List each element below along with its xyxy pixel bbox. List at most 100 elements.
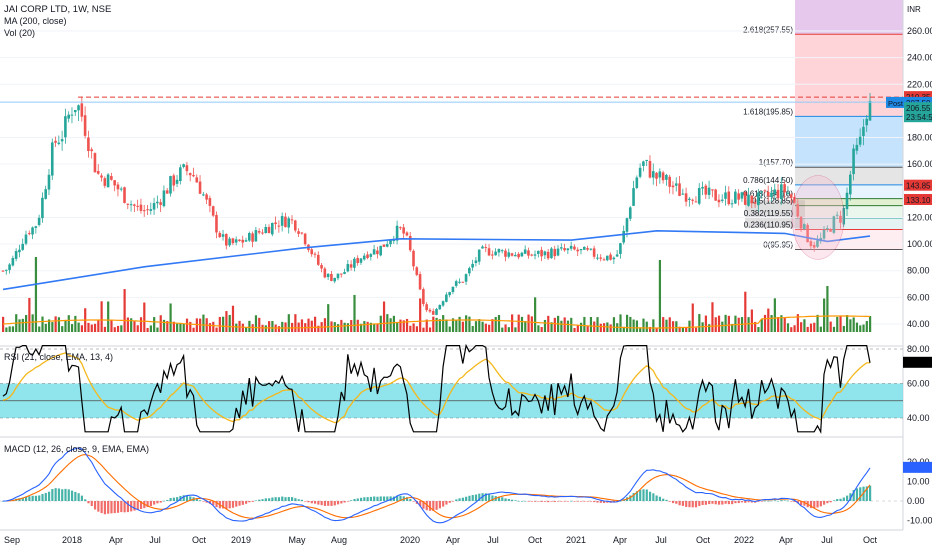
macd-histogram-bar [182, 495, 185, 501]
macd-histogram-bar [205, 501, 208, 503]
candle-body [770, 192, 773, 198]
volume-bar [123, 289, 126, 332]
volume-bar [412, 323, 415, 332]
candle-body [468, 268, 471, 274]
volume-bar [566, 320, 570, 332]
macd-histogram-bar [734, 501, 737, 504]
volume-bar [34, 257, 38, 332]
macd-histogram-bar [228, 501, 231, 509]
volume-bar [222, 316, 225, 332]
candle-body [832, 216, 836, 233]
macd-signal-line [3, 454, 871, 519]
volume-bar [583, 316, 586, 332]
macd-histogram-bar [110, 501, 113, 514]
candle-body [586, 248, 589, 250]
macd-histogram-bar [550, 501, 553, 502]
macd-histogram-bar [645, 489, 648, 501]
macd-histogram-bar [803, 501, 806, 506]
volume-bar [215, 327, 218, 332]
macd-histogram-bar [166, 499, 169, 501]
candle-body [612, 257, 616, 260]
candle-body [454, 281, 458, 286]
volume-bar [471, 325, 474, 332]
volume-bar [497, 315, 501, 332]
volume-bar [241, 323, 244, 332]
volume-bar [576, 325, 579, 332]
volume-bar [24, 315, 28, 332]
volume-bar [415, 326, 418, 332]
macd-histogram-bar [708, 501, 711, 505]
candle-body [185, 165, 189, 172]
volume-bar [780, 315, 783, 332]
volume-bar [310, 320, 313, 332]
candle-body [156, 201, 159, 204]
candle-body [37, 217, 41, 226]
macd-histogram-bar [721, 501, 724, 505]
fib-zone [795, 0, 903, 35]
candle-body [330, 273, 333, 281]
volume-bar [711, 302, 714, 332]
macd-histogram-bar [786, 500, 790, 502]
macd-histogram-bar [24, 496, 28, 501]
volume-bar [235, 323, 238, 332]
candle-body [839, 215, 842, 223]
candle-body [44, 189, 47, 199]
volume-bar [573, 327, 576, 332]
macd-histogram-bar [839, 498, 842, 501]
candle-body [64, 116, 67, 138]
volume-bar [212, 321, 215, 332]
volume-bar [64, 319, 67, 332]
volume-bar [41, 316, 44, 332]
macd-histogram-bar [435, 501, 438, 510]
macd-histogram-bar [846, 495, 849, 501]
macd-histogram-bar [258, 499, 261, 501]
volume-bar [645, 321, 648, 332]
volume-bar [786, 323, 790, 332]
candle-body [287, 218, 291, 228]
candle-body [431, 311, 435, 315]
macd-histogram-bar [809, 501, 813, 509]
fib-zone [795, 116, 903, 168]
macd-histogram-bar [123, 501, 126, 513]
candle-body [628, 207, 632, 219]
macd-histogram-bar [744, 501, 747, 503]
candle-body [149, 209, 153, 211]
candle-body [385, 244, 389, 247]
candle-body [362, 255, 366, 260]
macd-histogram-bar [281, 496, 284, 501]
macd-histogram-bar [396, 495, 399, 501]
candle-body [668, 176, 671, 187]
candle-body [717, 199, 721, 203]
candle-body [523, 249, 527, 254]
macd-histogram-bar [264, 498, 267, 501]
candle-body [688, 198, 691, 200]
volume-bar [547, 315, 550, 332]
volume-bar [648, 326, 652, 332]
macd-histogram-bar [543, 501, 547, 502]
candle-body [635, 177, 639, 188]
volume-bar [80, 325, 84, 332]
macd-histogram-bar [300, 499, 304, 501]
candle-body [674, 183, 678, 186]
volume-bar [865, 320, 868, 332]
volume-bar [773, 298, 776, 332]
post-label: Post [888, 99, 904, 108]
candle-body [225, 233, 228, 246]
volume-bar [747, 317, 750, 332]
macd-histogram-bar [382, 496, 386, 501]
macd-histogram-bar [652, 493, 655, 501]
macd-histogram-bar [750, 501, 753, 503]
macd-histogram-bar [57, 488, 61, 501]
candle-body [474, 260, 478, 263]
macd-histogram-bar [74, 491, 77, 501]
candle-body [665, 174, 668, 180]
candle-body [248, 233, 251, 241]
rsi-value-badge [903, 356, 932, 368]
candle-body [152, 203, 156, 210]
macd-histogram-bar [333, 501, 336, 506]
macd-histogram-bar [724, 501, 727, 504]
candle-body [113, 180, 116, 186]
volume-bar [307, 318, 310, 332]
candle-body [753, 202, 757, 204]
